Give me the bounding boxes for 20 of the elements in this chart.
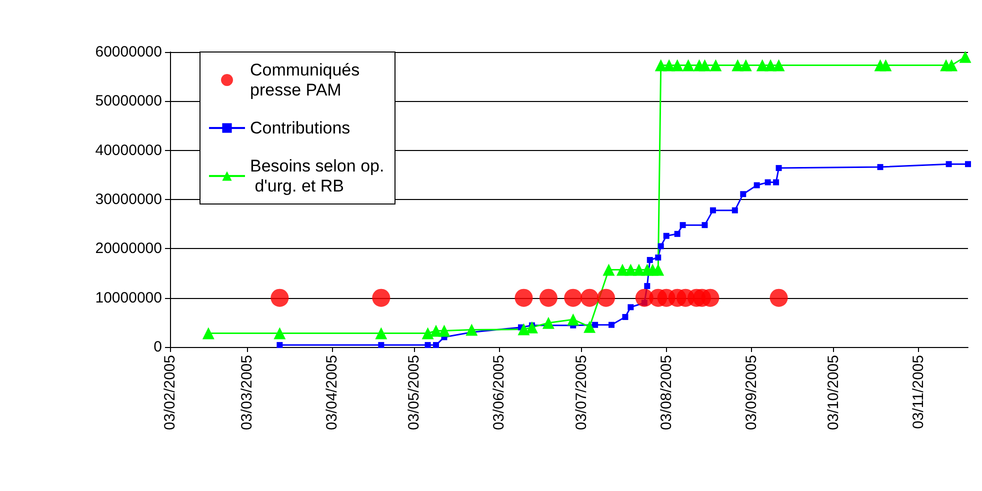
y-tick-label: 50000000 (95, 92, 162, 110)
x-tick-label: 03/11/2005 (910, 355, 928, 429)
x-tick-label: 03/04/2005 (323, 355, 340, 430)
legend-label: Contributions (250, 118, 350, 138)
y-tick-label: 10000000 (95, 289, 162, 306)
x-tick-label: 03/09/2005 (742, 355, 760, 430)
y-tick-label: 0 (154, 338, 162, 356)
legend-label: Besoins selon op. d'urg. et RB (250, 156, 384, 196)
x-tick-label: 03/03/2005 (238, 355, 256, 430)
x-tick-label: 03/07/2005 (572, 355, 590, 430)
y-tick-label: 60000000 (95, 44, 162, 60)
x-tick-label: 03/02/2005 (162, 355, 178, 430)
y-tick-label: 40000000 (95, 142, 162, 159)
y-tick-label: 30000000 (95, 191, 162, 208)
x-tick-label: 03/06/2005 (490, 355, 508, 430)
x-tick-label: 03/05/2005 (406, 355, 423, 430)
legend-label: Communiqués presse PAM (250, 60, 364, 100)
x-tick-label: 03/08/2005 (658, 355, 675, 430)
x-tick-label: 03/10/2005 (825, 355, 842, 430)
y-tick-label: 20000000 (95, 240, 162, 258)
